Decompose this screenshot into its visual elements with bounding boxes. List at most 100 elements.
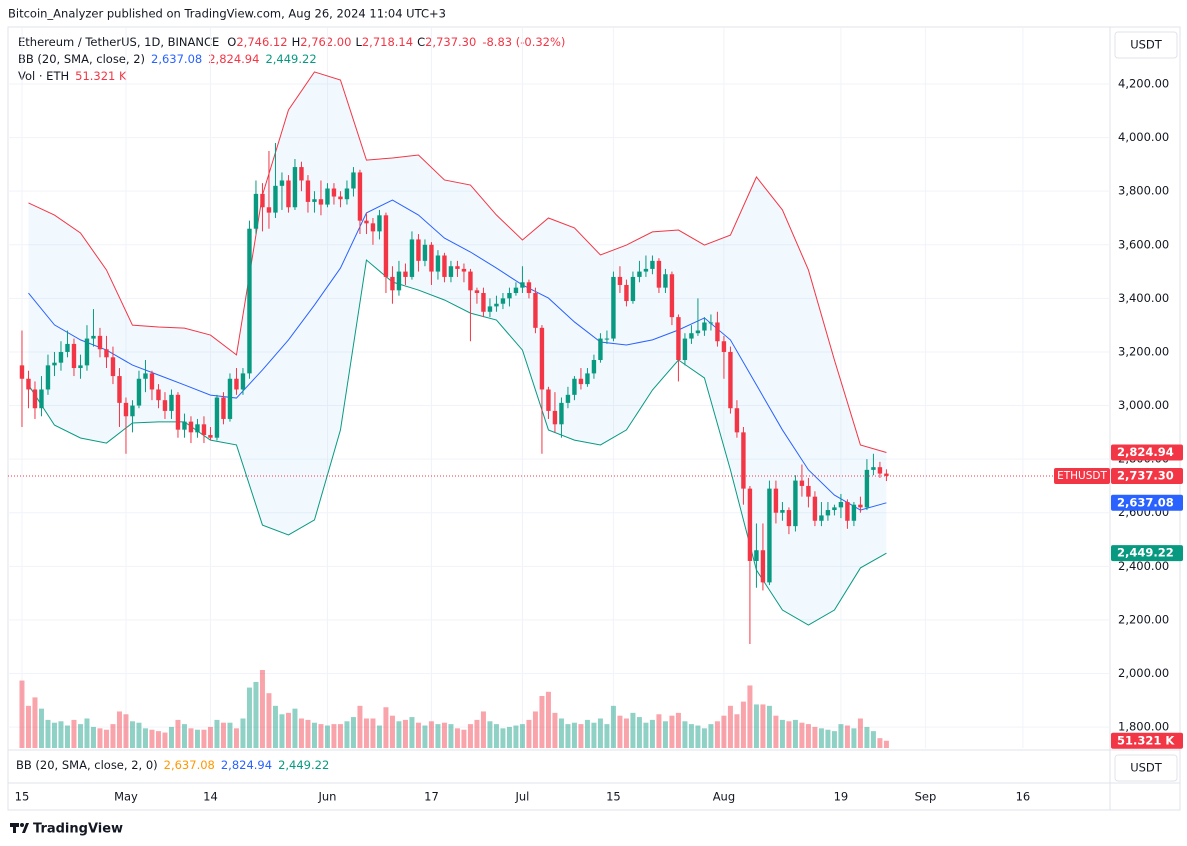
candle-body: [52, 362, 57, 366]
volume-bar: [753, 704, 759, 748]
candle-body: [871, 467, 876, 470]
candle-body: [91, 335, 96, 339]
candle-body: [494, 303, 499, 307]
candle-body: [884, 473, 889, 476]
candle-body: [838, 502, 844, 508]
volume-bar: [630, 712, 636, 748]
volume-bar: [103, 729, 109, 748]
bb-middle-line: [28, 199, 887, 511]
volume-bar: [90, 726, 96, 748]
candle-body: [793, 480, 798, 527]
currency[interactable]: USDT: [1130, 761, 1163, 775]
candle-body: [637, 271, 642, 277]
x-tick-label: Jun: [317, 790, 336, 804]
price-tag: [1111, 444, 1183, 461]
volume-bar: [591, 722, 597, 748]
x-tick-label: 17: [424, 790, 439, 804]
candle-body: [468, 271, 473, 291]
y-tick-label: 3,800.00: [1118, 184, 1169, 198]
candle-body: [286, 180, 291, 208]
candle-body: [851, 504, 857, 521]
volume-bar: [51, 722, 57, 748]
candle-body: [630, 276, 636, 302]
volume-bar: [864, 726, 870, 748]
change: -8.83 (-0.32%): [482, 35, 565, 49]
volume-tag: [1111, 732, 1183, 749]
candle-body: [474, 290, 480, 294]
volume-bar: [415, 722, 421, 748]
volume-bar: [402, 719, 408, 748]
volume-bar: [181, 724, 187, 748]
frame: [7, 26, 1181, 811]
volume-bar: [357, 705, 363, 748]
bb-upper-line: [28, 71, 887, 453]
volume-bar: [32, 697, 38, 748]
volume-bar: [578, 724, 584, 748]
volume-bar: [532, 711, 538, 748]
candle-body: [357, 172, 363, 221]
volume-bar: [116, 711, 122, 748]
candle-body: [214, 397, 220, 438]
currency-button[interactable]: [1114, 754, 1178, 782]
volume-bar: [643, 722, 649, 748]
quote-value: 2,746.12: [236, 35, 287, 49]
y-tick-label: 3,400.00: [1118, 291, 1169, 305]
candle-body: [812, 496, 818, 521]
volume-bar: [506, 726, 512, 748]
volume-bar: [708, 724, 714, 748]
symbol: Ethereum / TetherUS, 1D, BINANCE: [18, 35, 219, 49]
candle-body: [149, 373, 155, 390]
volume-bar: [149, 729, 155, 748]
volume-bar: [487, 721, 493, 748]
volume-bar: [688, 724, 694, 748]
quote-value: 2,737.30: [425, 35, 476, 49]
candle-body: [32, 389, 38, 409]
volume-bar: [805, 724, 811, 748]
volume-bar: [324, 725, 330, 748]
candle-body: [383, 215, 389, 277]
candle-body: [39, 389, 44, 409]
volume-bar: [545, 691, 551, 748]
candle-body: [611, 276, 616, 339]
volume-bar: [539, 696, 545, 748]
price-tag: [1111, 545, 1183, 562]
y-tick-label: 4,200.00: [1118, 77, 1169, 91]
volume-bar: [701, 728, 707, 748]
candle-body: [422, 244, 428, 261]
candle-body: [247, 228, 252, 374]
volume-bar: [766, 705, 772, 748]
bb-value: 2,449.22: [278, 758, 329, 772]
candle-body: [195, 424, 200, 433]
candle-body: [273, 185, 278, 213]
candle-body: [669, 274, 675, 318]
candle-body: [533, 293, 538, 328]
currency[interactable]: USDT: [1130, 38, 1163, 52]
candle-body: [377, 215, 382, 232]
volume-bar: [298, 718, 304, 748]
bb-value: 2,449.22: [265, 52, 316, 66]
candle-body: [780, 510, 785, 513]
volume-bar: [84, 718, 90, 748]
volume-bar: [747, 685, 753, 748]
quote-key: C: [417, 35, 425, 49]
volume-bar: [305, 719, 311, 748]
candle-body: [825, 510, 831, 516]
symbol-tag: [1054, 467, 1110, 484]
candle-body: [448, 266, 454, 277]
volume-bar: [513, 725, 519, 748]
x-tick-label: 16: [1016, 790, 1031, 804]
x-tick-label: 19: [834, 790, 849, 804]
bb-lower-line: [28, 259, 887, 626]
volume-bar: [565, 724, 571, 748]
currency-button[interactable]: [1114, 31, 1178, 59]
x-tick-label: Aug: [713, 790, 735, 804]
volume-bar: [240, 718, 246, 748]
volume-bar: [493, 724, 499, 748]
volume-bar: [675, 712, 681, 748]
volume-bar: [253, 681, 259, 748]
candle-body: [461, 268, 467, 272]
volume-bar: [467, 724, 473, 748]
candle-body: [864, 469, 870, 508]
quote-key: L: [355, 35, 362, 49]
